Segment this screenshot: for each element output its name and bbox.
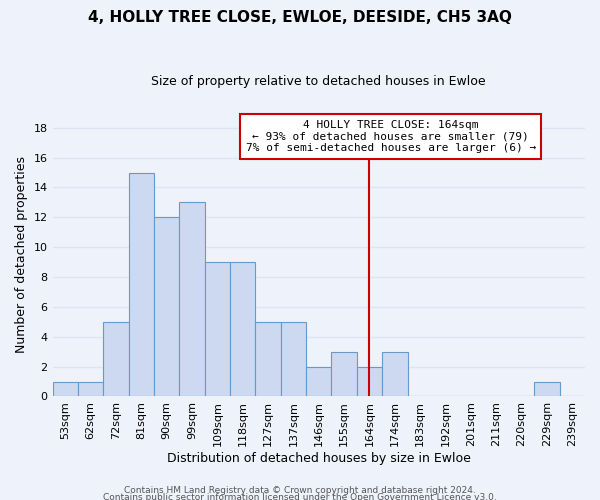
Bar — [230, 262, 256, 396]
Bar — [281, 322, 306, 396]
Bar — [534, 382, 560, 396]
Text: Contains HM Land Registry data © Crown copyright and database right 2024.: Contains HM Land Registry data © Crown c… — [124, 486, 476, 495]
Bar — [205, 262, 230, 396]
Bar — [357, 366, 382, 396]
Bar — [78, 382, 103, 396]
Bar — [256, 322, 281, 396]
Y-axis label: Number of detached properties: Number of detached properties — [15, 156, 28, 353]
Bar — [53, 382, 78, 396]
Text: 4, HOLLY TREE CLOSE, EWLOE, DEESIDE, CH5 3AQ: 4, HOLLY TREE CLOSE, EWLOE, DEESIDE, CH5… — [88, 10, 512, 25]
Text: 4 HOLLY TREE CLOSE: 164sqm
← 93% of detached houses are smaller (79)
7% of semi-: 4 HOLLY TREE CLOSE: 164sqm ← 93% of deta… — [245, 120, 536, 153]
Bar — [331, 352, 357, 397]
Title: Size of property relative to detached houses in Ewloe: Size of property relative to detached ho… — [151, 75, 486, 88]
Bar — [128, 172, 154, 396]
Bar — [154, 218, 179, 396]
Bar — [382, 352, 407, 397]
Bar — [179, 202, 205, 396]
X-axis label: Distribution of detached houses by size in Ewloe: Distribution of detached houses by size … — [167, 452, 471, 465]
Text: Contains public sector information licensed under the Open Government Licence v3: Contains public sector information licen… — [103, 494, 497, 500]
Bar — [306, 366, 331, 396]
Bar — [103, 322, 128, 396]
